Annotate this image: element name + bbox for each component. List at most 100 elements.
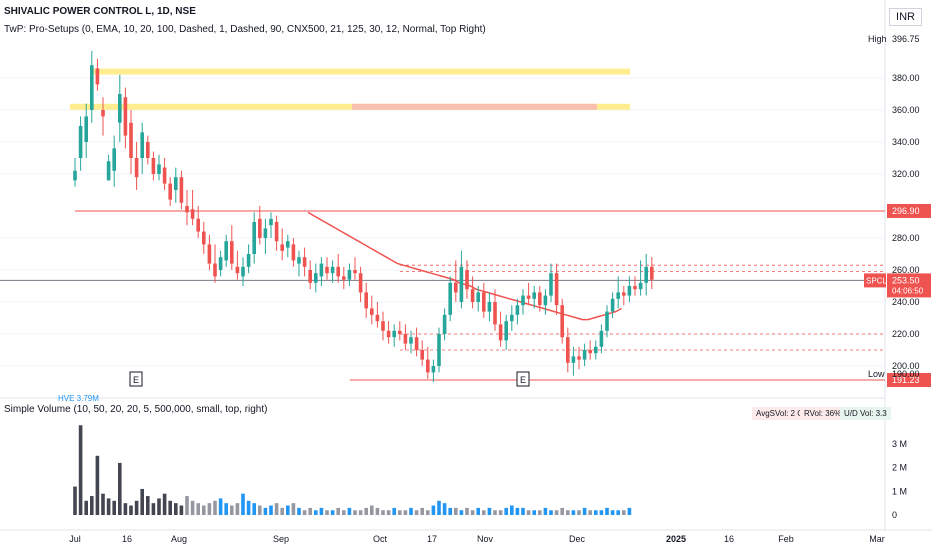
candle-body-83 [538,292,542,306]
volume-bar-23 [202,505,206,515]
candle-body-11 [134,158,139,178]
ema-100-line [307,211,622,321]
rvol-badge: RVol: 36% [800,407,846,420]
volume-tick-2: 1 M [892,486,907,496]
candle-body-53 [370,308,374,315]
last-price-bg [887,273,931,298]
candle-body-96 [610,298,615,312]
volume-bar-84 [543,507,548,515]
candle-body-56 [386,330,391,338]
volume-bar-10 [129,505,133,515]
candle-body-99 [627,286,632,296]
candle-body-30 [241,266,245,277]
time-tick-7: Dec [569,534,586,544]
volume-bar-57 [392,507,396,515]
candle-body-1 [78,126,83,158]
candle-body-55 [381,321,385,331]
symbol-title: SHIVALIC POWER CONTROL L, 1D, NSE [4,6,196,17]
candle-body-94 [599,330,604,347]
volume-bar-6 [106,498,111,515]
time-tick-2: Aug [171,534,187,544]
candle-body-21 [190,209,195,219]
price-tick-8: 380.00 [892,73,920,83]
candle-body-9 [123,97,128,136]
volume-bar-13 [146,496,150,515]
red-dot-band [352,103,597,110]
candle-body-101 [638,282,643,290]
volume-bar-41 [302,510,307,515]
volume-bar-16 [162,493,167,515]
candle-body-88 [566,337,570,363]
candle-body-54 [375,314,380,322]
volume-bar-17 [168,500,172,515]
volume-bar-49 [347,507,352,515]
axes: 3 M 2 M 1 M 0 Jul 16 Aug Sep Oct 17 Nov Dec 2025 16 Fe… [69,34,931,544]
time-tick-6: Nov [477,534,494,544]
volume-bar-22 [196,503,200,515]
candle-body-48 [342,276,346,280]
time-tick-11: Mar [869,534,885,544]
volume-bar-56 [386,510,391,515]
candle-body-33 [258,218,262,238]
candle-body-38 [286,241,290,248]
yellow-band-1 [70,103,630,110]
volume-title: Simple Volume (10, 50, 20, 20, 5, 500,00… [4,404,268,415]
candle-body-16 [162,167,167,184]
updown-volume-badge: U/D Vol: 3.3 [840,407,891,420]
candle-body-36 [274,222,279,242]
volume-bar-89 [571,510,576,515]
volume-bar-60 [409,507,413,515]
time-tick-3: Sep [273,534,289,544]
volume-bar-80 [521,507,525,515]
support-price-label-bg [887,373,931,388]
volume-bar-62 [420,507,424,515]
candle-body-10 [129,122,133,158]
candle-body-85 [549,273,553,296]
volume-bar-95 [605,507,609,515]
candle-body-20 [185,206,189,213]
candle-body-44 [319,263,324,277]
earnings-marker-box-0 [129,371,143,387]
volume-bar-53 [370,505,374,515]
volume-bar-58 [398,510,402,515]
candle-body-17 [168,183,172,200]
candle-body-34 [263,228,268,238]
candle-body-59 [403,334,408,344]
price-tick-6: 340.00 [892,137,920,147]
candle-body-81 [526,295,531,299]
candle-body-68 [454,282,458,293]
candle-body-78 [510,314,514,322]
price-tick-7: 360.00 [892,105,920,115]
volume-bar-24 [207,503,212,515]
volume-bar-32 [252,503,256,515]
candle-body-60 [409,337,413,344]
candle-body-57 [392,330,396,338]
volume-bar-70 [465,507,469,515]
volume-bar-3 [90,496,94,515]
high-value: 396.75 [892,34,920,44]
candle-body-18 [174,177,178,190]
candle-body-35 [269,218,273,226]
candle-body-6 [106,161,111,181]
volume-bars [73,425,632,515]
candle-body-39 [291,244,296,261]
candle-body-87 [560,305,564,338]
time-tick-0: Jul [69,534,81,544]
earnings-marker-0: E [133,375,139,385]
symbol-tag-bg [864,273,886,288]
price-tick-2: 240.00 [892,297,920,307]
volume-bar-11 [134,500,139,515]
high-label: High [868,34,887,44]
candle-body-82 [532,292,536,299]
volume-bar-45 [325,510,329,515]
volume-bar-36 [274,503,279,515]
volume-bar-42 [308,507,312,515]
volume-bar-68 [454,507,458,515]
volume-bar-28 [230,505,234,515]
candle-body-15 [157,164,161,174]
volume-bar-76 [498,510,503,515]
volume-bar-5 [101,493,105,515]
volume-bar-29 [235,503,240,515]
currency-button[interactable]: INR [889,8,922,26]
volume-bar-81 [526,510,531,515]
